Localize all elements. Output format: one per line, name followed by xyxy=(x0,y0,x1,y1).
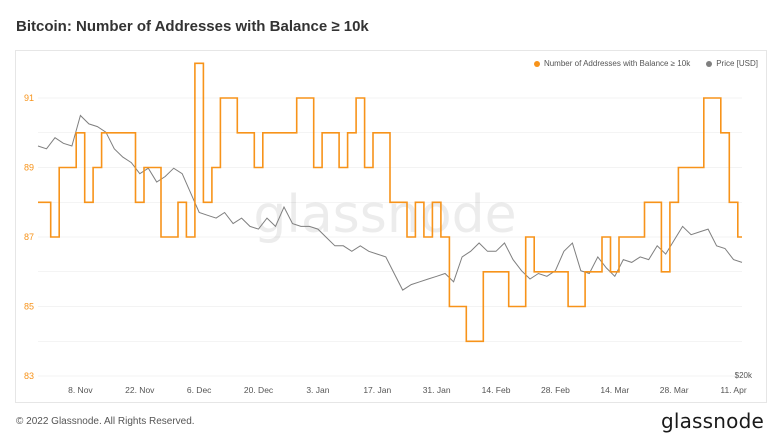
x-tick-label: 28. Feb xyxy=(541,385,570,395)
watermark: glassnode xyxy=(253,185,516,245)
x-tick-label: 28. Mar xyxy=(660,385,689,395)
x-tick-label: 8. Nov xyxy=(68,385,93,395)
y-tick-label: 91 xyxy=(24,93,34,103)
legend-item-price[interactable]: Price [USD] xyxy=(706,59,758,68)
chart-title: Bitcoin: Number of Addresses with Balanc… xyxy=(16,18,369,35)
x-tick-label: 14. Feb xyxy=(482,385,511,395)
x-tick-label: 20. Dec xyxy=(244,385,274,395)
right-axis-tick-label: $20k xyxy=(735,371,753,380)
legend-label: Number of Addresses with Balance ≥ 10k xyxy=(543,59,691,68)
x-tick-label: 31. Jan xyxy=(423,385,451,395)
x-tick-label: 6. Dec xyxy=(187,385,212,395)
x-tick-label: 17. Jan xyxy=(363,385,391,395)
x-tick-label: 14. Mar xyxy=(600,385,629,395)
copyright-text: © 2022 Glassnode. All Rights Reserved. xyxy=(16,416,195,427)
legend-dot-icon xyxy=(706,60,713,67)
y-axis-ticks: 83 85 87 89 91 xyxy=(24,93,34,381)
x-axis-ticks: 8. Nov 22. Nov 6. Dec 20. Dec 3. Jan 17. Jan 3… xyxy=(68,385,747,395)
addresses-line xyxy=(38,62,742,343)
x-tick-label: 11. Apr xyxy=(720,385,746,395)
y-tick-label: 85 xyxy=(24,302,34,312)
y-tick-label: 87 xyxy=(24,232,34,242)
x-tick-label: 22. Nov xyxy=(125,385,155,395)
legend: Number of Addresses with Balance ≥ 10k P… xyxy=(533,59,758,68)
legend-dot-icon xyxy=(533,60,540,67)
legend-item-addresses[interactable]: Number of Addresses with Balance ≥ 10k xyxy=(533,59,691,68)
legend-label: Price [USD] xyxy=(716,59,758,68)
y-tick-label: 83 xyxy=(24,371,34,381)
y-tick-label: 89 xyxy=(24,163,34,173)
x-tick-label: 3. Jan xyxy=(306,385,329,395)
glassnode-logo[interactable]: glassnode xyxy=(660,409,764,433)
chart-frame xyxy=(15,50,767,403)
price-line xyxy=(37,114,743,291)
series-lines xyxy=(37,62,743,343)
